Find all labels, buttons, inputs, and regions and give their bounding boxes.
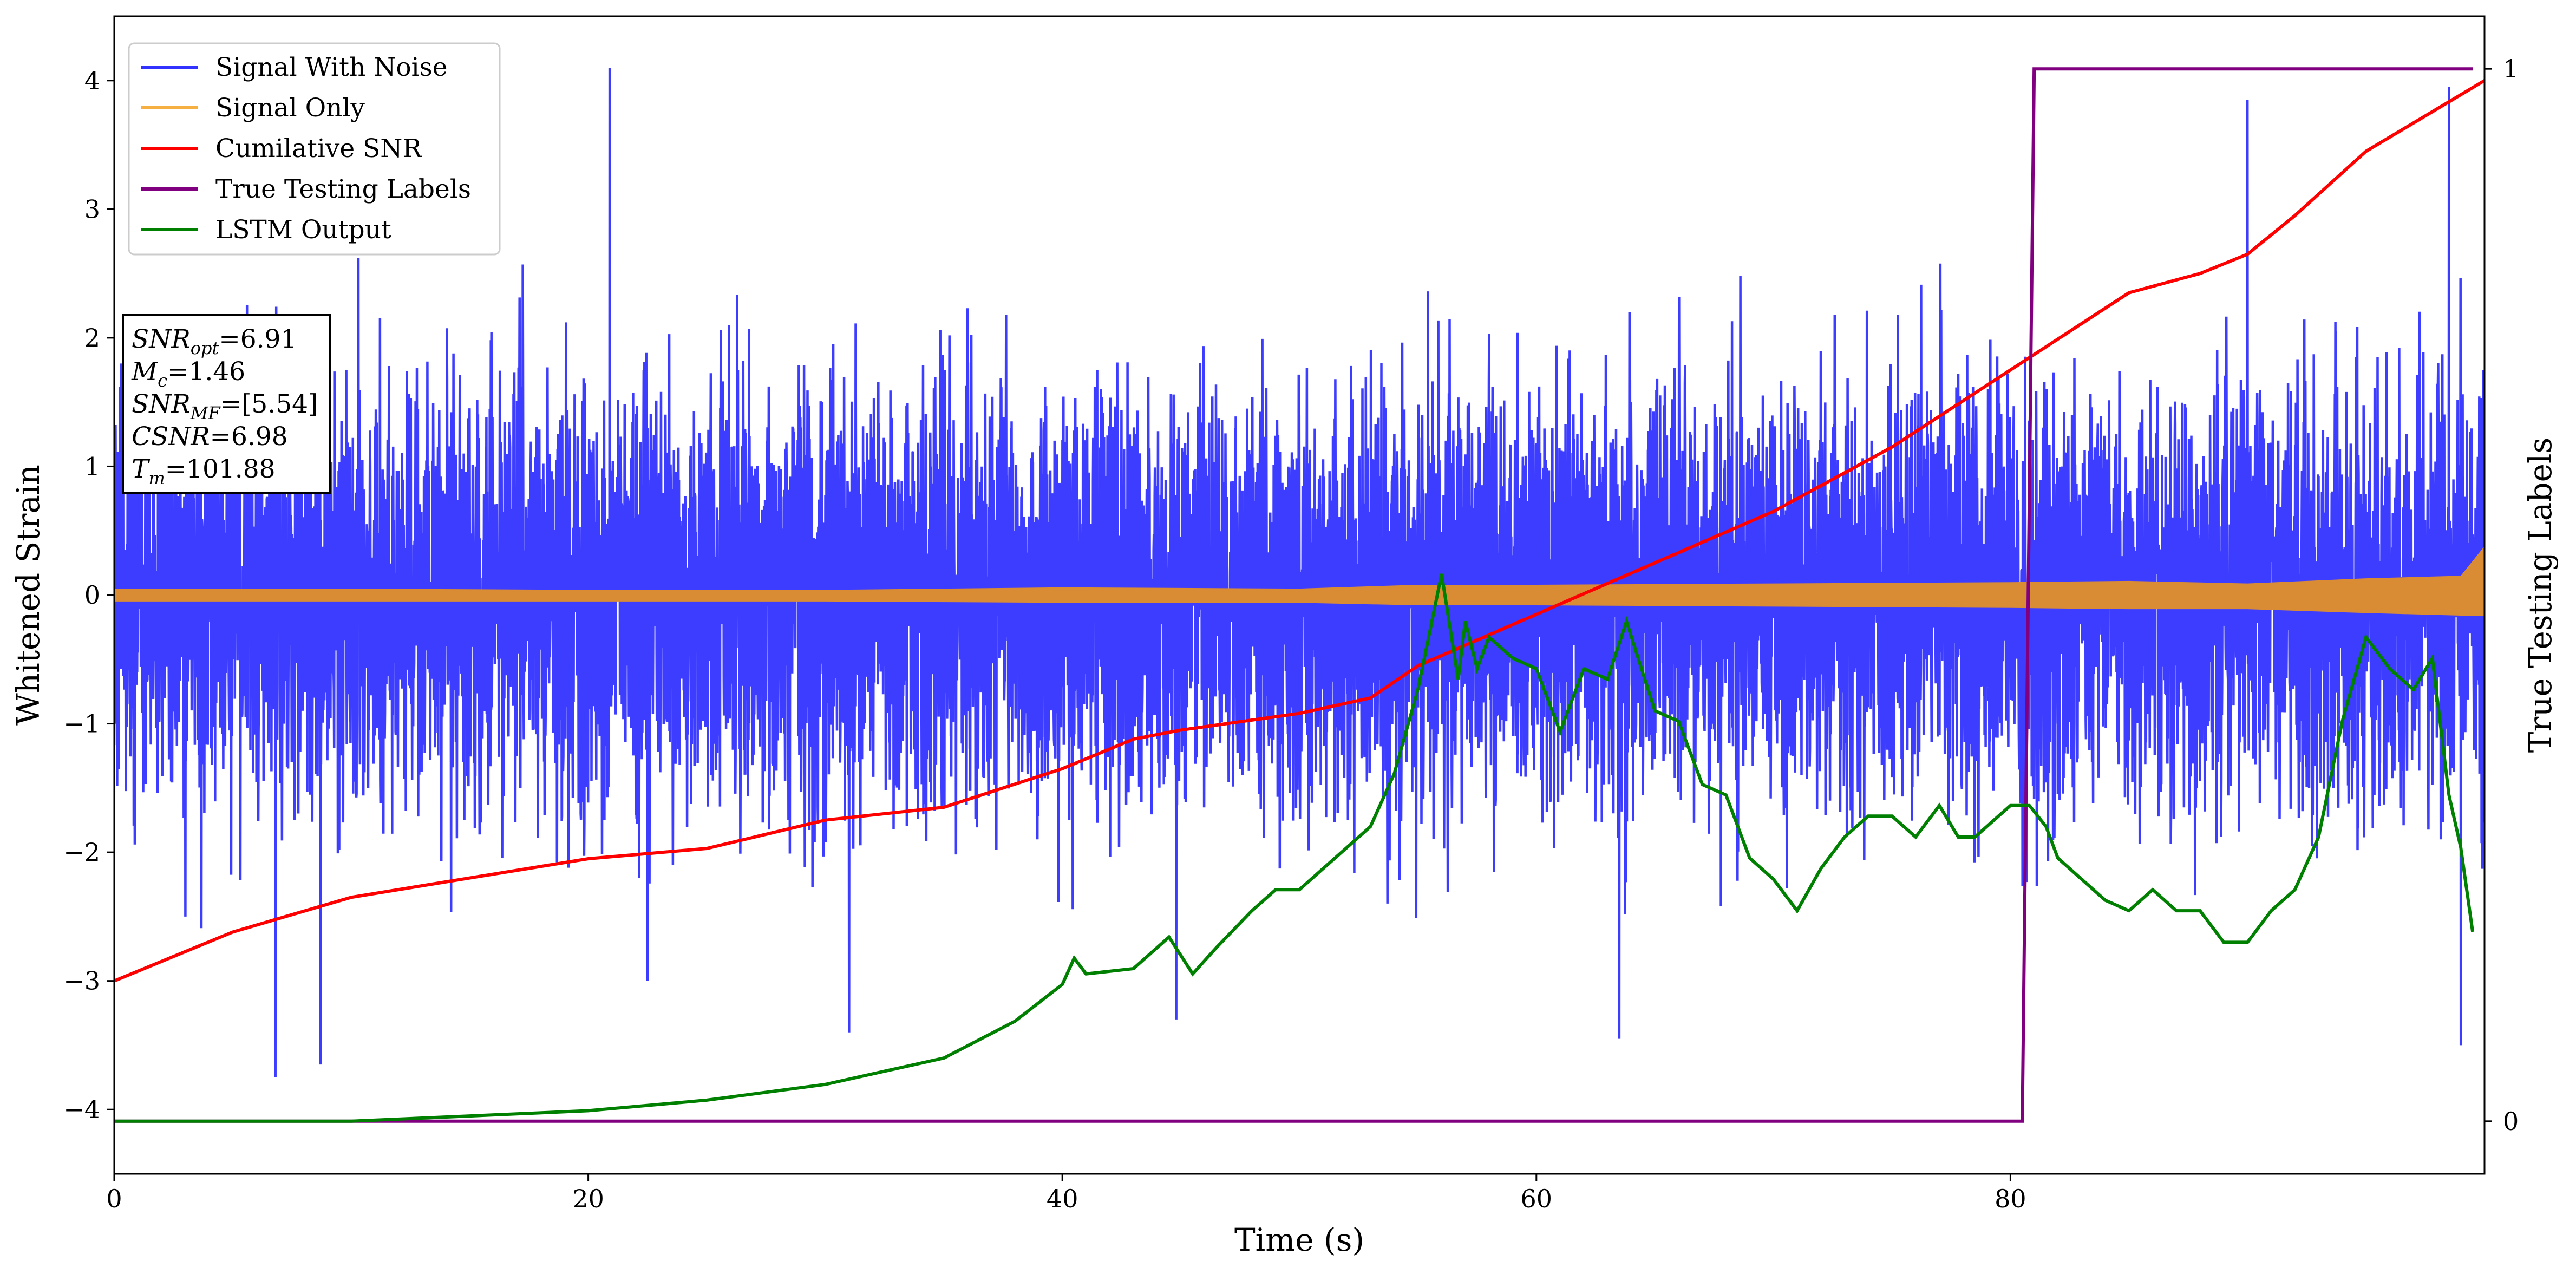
- info-line: Tm=101.88: [132, 454, 276, 488]
- x-tick-label: 0: [106, 1184, 122, 1213]
- y-tick-label: 3: [84, 194, 100, 224]
- legend-label: Signal With Noise: [215, 53, 448, 82]
- info-box: SNRopt=6.91Mc=1.46SNRMF=[5.54]CSNR=6.98T…: [122, 314, 331, 494]
- x-tick-label: 40: [1047, 1184, 1078, 1213]
- y-tick-label: 4: [84, 66, 100, 95]
- plot-area: [114, 67, 2485, 1123]
- info-line: SNRopt=6.91: [132, 324, 297, 358]
- series-signal-only: [114, 546, 2485, 616]
- y-axis-title: Whitened Strain: [10, 465, 47, 726]
- info-line: CSNR=6.98: [132, 422, 288, 452]
- x-tick-label: 60: [1521, 1184, 1553, 1213]
- y-tick-label: −2: [63, 838, 100, 867]
- y2-axis-title: True Testing Labels: [2522, 437, 2559, 753]
- series-cumulative-snr: [114, 79, 2485, 983]
- y2-tick-label: 0: [2503, 1107, 2519, 1136]
- y-tick-label: 1: [84, 452, 100, 481]
- y-tick-label: −4: [63, 1095, 100, 1124]
- axes: [107, 15, 2492, 1181]
- series-signal-with-noise: [114, 67, 2485, 1077]
- info-line: SNRMF=[5.54]: [132, 389, 318, 423]
- y-tick-label: 0: [84, 580, 100, 610]
- legend-label: True Testing Labels: [215, 174, 471, 204]
- y2-tick-label: 1: [2503, 54, 2519, 83]
- legend-box: [128, 42, 501, 256]
- legend-label: Cumilative SNR: [215, 134, 422, 164]
- x-tick-label: 80: [1995, 1184, 2026, 1213]
- y-tick-label: 2: [84, 323, 100, 352]
- x-tick-label: 20: [572, 1184, 604, 1213]
- series-true-testing-labels: [114, 67, 2473, 1123]
- x-axis-title: Time (s): [1234, 1221, 1364, 1258]
- legend: Signal With Noise Signal Only Cumilative S…: [128, 42, 501, 256]
- info-line: Mc=1.46: [131, 357, 245, 391]
- info-box-frame: [122, 314, 331, 494]
- legend-label: LSTM Output: [215, 215, 391, 245]
- axis-labels: 0 20 40 60 80 4 3 2 1 0 −1 −2 −3 −4 1 0 Time (s) Whitened…: [10, 54, 2559, 1258]
- legend-label: Signal Only: [215, 93, 365, 123]
- y-tick-label: −3: [63, 966, 100, 996]
- y-tick-label: −1: [63, 709, 100, 739]
- series-lstm-output: [114, 573, 2475, 1123]
